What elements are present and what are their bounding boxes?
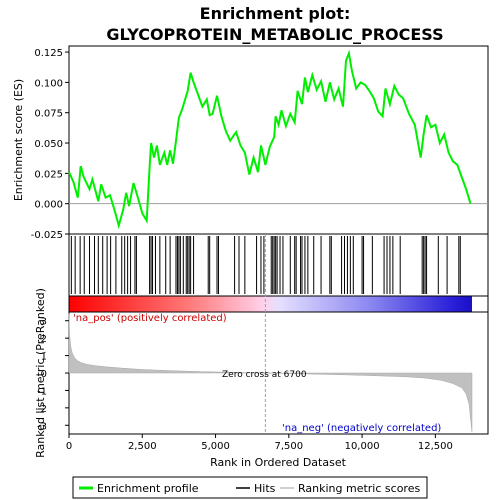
es-panel: -0.025 0.000 0.025 0.050 0.075 0.100 0.125 Enr… <box>12 45 489 241</box>
rank-x-tick-label: 12,500 <box>418 441 453 452</box>
es-y-tick-label: 0.050 <box>34 139 63 150</box>
rank-x-ticks: 0 2,500 5,000 7,500 10,000 12,500 <box>66 434 453 452</box>
es-y-ticks: -0.025 0.000 0.025 0.050 0.075 0.100 0.125 <box>31 48 69 241</box>
rank-x-tick-label: 2,500 <box>128 441 157 452</box>
rank-x-tick-label: 5,000 <box>201 441 230 452</box>
rank-x-tick-label: 7,500 <box>274 441 303 452</box>
ranking-metric-area <box>68 313 473 433</box>
legend-hits-label: Hits <box>254 482 276 495</box>
hits-panel <box>68 233 489 313</box>
rank-y-axis-label: Ranked list metric (PreRanked) <box>34 288 47 458</box>
hit-lines <box>70 236 461 294</box>
es-y-axis-label: Enrichment score (ES) <box>12 79 25 201</box>
legend: Enrichment profile Hits Ranking metric s… <box>72 476 428 499</box>
enrichment-profile-line <box>68 49 472 230</box>
rank-y-tick-label: 1 <box>41 352 47 363</box>
rank-x-axis-label: Rank in Ordered Dataset <box>210 456 347 469</box>
es-y-tick-label: 0.100 <box>34 78 63 89</box>
neg-correlated-label: 'na_neg' (negatively correlated) <box>282 423 441 434</box>
rank-color-bar <box>69 296 472 312</box>
rank-y-tick-label: 2 <box>41 334 47 345</box>
es-y-tick-label: 0.000 <box>34 200 63 211</box>
rank-y-tick-label: -1 <box>37 386 47 397</box>
es-y-tick-label: 0.125 <box>34 48 63 59</box>
pos-correlated-label: 'na_pos' (positively correlated) <box>73 313 227 324</box>
zero-cross-label: Zero cross at 6700 <box>222 370 307 380</box>
es-y-tick-label: 0.075 <box>34 109 63 120</box>
legend-profile-label: Enrichment profile <box>97 482 199 495</box>
rank-y-tick-label: 0 <box>41 369 47 380</box>
rank-y-tick-label: 3 <box>41 317 47 328</box>
rank-x-tick-label: 10,000 <box>345 441 380 452</box>
rank-y-ticks: -3 -2 -1 0 1 2 3 <box>37 317 69 432</box>
es-y-tick-label: 0.025 <box>34 169 63 180</box>
hits-panel-frame <box>68 233 489 297</box>
es-panel-frame <box>68 45 489 235</box>
chart-title-line2: GLYCOPROTEIN_METABOLIC_PROCESS <box>106 25 443 44</box>
rank-y-tick-label: -3 <box>37 421 47 432</box>
rank-x-tick-label: 0 <box>66 441 72 452</box>
rank-y-tick-label: -2 <box>37 404 47 415</box>
es-y-tick-label: -0.025 <box>31 230 63 241</box>
chart-title-line1: Enrichment plot: <box>200 4 351 23</box>
legend-metric-label: Ranking metric scores <box>298 482 420 495</box>
